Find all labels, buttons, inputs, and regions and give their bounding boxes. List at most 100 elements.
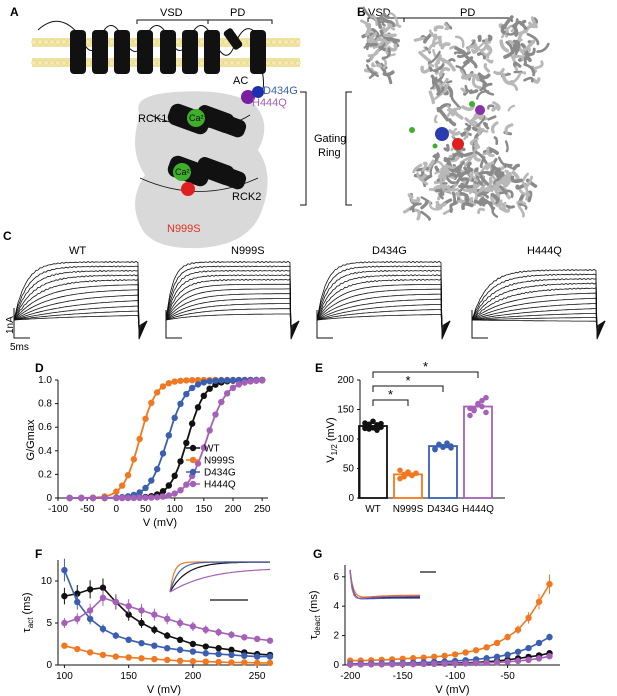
current-trace: [316, 274, 451, 338]
current-trace: [13, 300, 148, 331]
current-trace: [471, 303, 606, 332]
gv-point-h444q: [124, 494, 132, 502]
tau-point-n999s: [493, 639, 501, 647]
current-trace: [165, 260, 300, 340]
current-trace: [471, 277, 606, 337]
gv-point-d434g: [188, 384, 196, 392]
current-trace: [165, 265, 300, 339]
tau-point-n999s: [215, 658, 222, 666]
tau-point-h444q: [378, 661, 385, 668]
current-trace: [471, 282, 606, 338]
panel-label-d: D: [35, 361, 44, 375]
gv-point-h444q: [177, 486, 184, 494]
scale-time-label: 5ms: [10, 342, 29, 353]
gv-point-h444q: [118, 494, 126, 502]
tau-point-h444q: [430, 660, 438, 668]
data-point-n999s: [401, 473, 407, 480]
y-tick-label: 200: [337, 375, 354, 386]
current-trace: [471, 308, 606, 331]
tau-point-wt: [125, 611, 132, 618]
category-label-n999s: N999S: [393, 504, 424, 515]
gv-point-n999s: [188, 376, 196, 384]
panel-label-b: B: [357, 5, 366, 19]
tau-point-n999s: [228, 659, 235, 666]
tau-point-n999s: [483, 644, 490, 651]
gv-point-d434g: [235, 376, 243, 384]
tau-point-d434g: [228, 651, 235, 659]
tau-point-n999s: [514, 626, 522, 633]
x-tick-label: -200: [340, 671, 360, 682]
category-label-h444q: H444Q: [462, 504, 494, 515]
gv-point-n999s: [130, 456, 138, 463]
tau-point-n999s: [451, 651, 459, 658]
gv-point-d434g: [218, 377, 225, 384]
gv-point-wt: [194, 404, 202, 411]
tau-point-n999s: [535, 598, 543, 605]
tau-point-h444q: [125, 603, 132, 610]
tau-point-h444q: [546, 652, 553, 660]
tau-point-wt: [189, 640, 197, 648]
tau-point-wt: [61, 592, 68, 600]
significance-bracket: [372, 399, 409, 406]
tau-point-h444q: [164, 615, 171, 622]
gv-point-n999s: [142, 415, 149, 422]
tau-point-n999s: [151, 655, 158, 663]
tau-point-h444q: [441, 660, 448, 667]
tau-point-h444q: [388, 661, 396, 668]
gv-point-h444q: [235, 381, 243, 388]
current-trace: [471, 297, 606, 334]
x-tick-label: -150: [393, 671, 413, 682]
current-trace: [316, 314, 451, 327]
significance-bracket: [372, 371, 479, 378]
tau-point-n999s: [420, 654, 427, 661]
gv-point-n999s: [159, 383, 167, 390]
data-point-n999s: [409, 472, 415, 478]
tau-point-n999s: [441, 652, 448, 660]
tau-point-h444q: [535, 655, 543, 662]
gv-point-wt: [177, 458, 184, 465]
y-axis-label: τdeact (ms): [308, 591, 322, 640]
current-traces: WT N999S D434G H444Q: [13, 245, 606, 340]
current-trace: [13, 269, 148, 337]
tau-point-wt: [215, 645, 222, 652]
gv-point-h444q: [171, 490, 178, 497]
gv-point-h444q: [101, 494, 108, 502]
gv-point-wt: [165, 482, 173, 489]
data-point-h444q: [467, 412, 473, 419]
tau-point-h444q: [112, 598, 120, 606]
current-trace: [165, 274, 300, 338]
x-tick-label: 250: [254, 504, 271, 515]
current-trace: [316, 309, 451, 328]
data-point-n999s: [397, 467, 403, 474]
gv-point-n999s: [177, 377, 184, 384]
gv-point-wt: [188, 420, 196, 427]
y-axis-label: τact (ms): [21, 592, 35, 632]
tau-activation-chart: 0 5 10 100 150 200 250 V (mV) τact (ms): [21, 558, 274, 696]
gating-label-2: Ring: [318, 147, 341, 159]
tau-point-n999s: [99, 651, 107, 659]
protein-structure-render: [360, 6, 550, 221]
tau-point-h444q: [151, 611, 158, 618]
x-tick-label: -50: [500, 671, 515, 682]
tau-point-h444q: [368, 661, 375, 668]
current-trace: [13, 274, 148, 338]
x-tick-label: 200: [185, 671, 202, 682]
n999s-label: N999S: [167, 223, 201, 235]
significance-star: *: [423, 359, 428, 374]
tau-point-wt: [138, 619, 145, 627]
gv-point-n999s: [153, 389, 161, 396]
tau-point-d434g: [241, 652, 248, 659]
gv-point-d434g: [229, 376, 237, 384]
gv-point-d434g: [153, 465, 161, 473]
gv-point-h444q: [206, 427, 213, 434]
tau-point-d434g: [176, 646, 184, 654]
panel-label-c: C: [3, 229, 12, 243]
axis-lines: [57, 380, 268, 499]
pd-label-b: PD: [460, 7, 475, 19]
current-trace: [471, 273, 606, 339]
tau-point-wt: [176, 636, 184, 643]
data-point-h444q: [483, 409, 489, 416]
category-label-d434g: D434G: [427, 504, 459, 515]
y-tick-label: 0.6: [38, 422, 52, 433]
scale-current-label: 1nA: [5, 316, 16, 334]
